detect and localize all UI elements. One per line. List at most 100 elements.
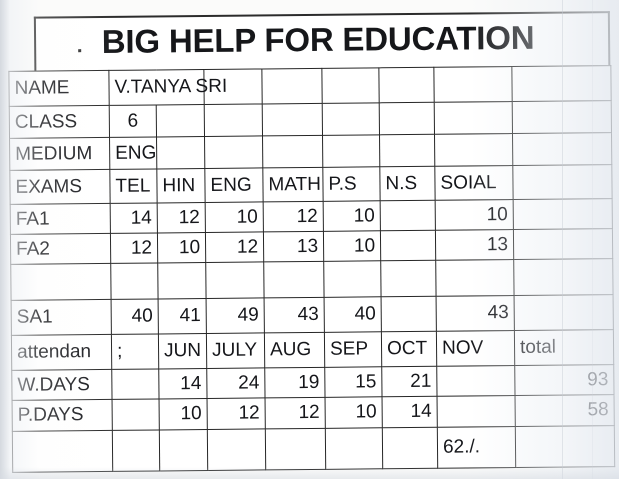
exam-label-fa1: FA1 [10, 203, 111, 235]
cell-empty [207, 428, 266, 471]
name-label: NAME [8, 70, 110, 107]
wdays-july: 24 [206, 367, 266, 399]
cell-empty [433, 66, 513, 103]
mark-fa1-eng: 10 [205, 201, 264, 233]
report-grid: NAME V.TANYA SRI CLASS 6 [8, 65, 616, 473]
mark-fa2-ps: 10 [323, 230, 381, 262]
cell-empty [12, 430, 113, 473]
attendance-percentage: 62./. [437, 426, 516, 469]
cell-empty [159, 429, 208, 471]
mark-sa1-ps: 40 [324, 296, 382, 333]
cell-empty [512, 100, 612, 134]
cell-empty [512, 132, 612, 166]
cell-empty [204, 103, 263, 137]
mark-sa1-math: 43 [264, 297, 325, 333]
mark-fa1-soial: 10 [435, 199, 514, 231]
class-label: CLASS [9, 105, 110, 139]
month-header-jun: JUN [158, 333, 207, 369]
cell-empty [156, 136, 205, 169]
medium-label: MEDIUM [9, 137, 110, 171]
mark-fa1-tel: 14 [110, 202, 158, 234]
pdays-nov [437, 395, 516, 428]
pdays-july: 12 [207, 397, 266, 430]
mark-fa2-hin: 10 [157, 232, 206, 263]
row-percentage: 62./. [12, 425, 615, 473]
cell-empty [513, 228, 613, 260]
cell-empty [263, 261, 325, 298]
cell-empty [322, 134, 380, 168]
report-sheet: BIG HELP FOR EDUCATION NAME V.TANYA [4, 1, 616, 477]
wdays-total: 93 [514, 364, 615, 396]
cell-empty [156, 104, 205, 137]
name-value: V.TANYA SRI [108, 69, 227, 106]
subject-header-math: MATH [262, 167, 324, 202]
wdays-oct: 21 [381, 366, 438, 397]
mark-sa1-eng: 49 [206, 297, 265, 334]
cell-empty [204, 135, 263, 169]
subject-header-eng: ENG [204, 167, 264, 203]
mark-fa1-ns [380, 200, 436, 231]
attendance-label: attendan [11, 334, 112, 371]
cell-empty [321, 67, 380, 104]
wdays-aug: 19 [264, 367, 326, 398]
cell-empty [265, 428, 326, 470]
cell-empty [261, 68, 323, 104]
wdays-nov [436, 365, 516, 397]
mark-fa1-ps: 10 [323, 200, 381, 232]
present-days-label: P.DAYS [12, 399, 113, 432]
mark-sa1-soial: 43 [436, 295, 515, 332]
cell-empty [514, 294, 614, 331]
exam-label-sa1: SA1 [11, 299, 112, 336]
cell-empty [511, 65, 612, 102]
exam-label-blank [10, 263, 112, 301]
cell-empty [110, 262, 159, 300]
exams-label: EXAMS [9, 169, 111, 205]
pdays-aug: 12 [265, 397, 326, 429]
mark-fa2-math: 13 [263, 231, 324, 262]
cell-empty [322, 102, 380, 136]
cell-empty [111, 368, 160, 400]
row-blank-spacer [10, 258, 614, 301]
cell-empty [325, 427, 383, 470]
cell-empty [512, 164, 613, 200]
cell-empty [379, 102, 435, 135]
cell-empty [157, 262, 207, 299]
wdays-jun: 14 [158, 368, 208, 399]
cell-empty [434, 133, 513, 167]
month-header-aug: AUG [264, 332, 325, 368]
stray-ink-mark [78, 49, 82, 53]
cell-empty [435, 259, 515, 297]
pdays-jun: 10 [159, 398, 208, 430]
medium-value: ENG [109, 136, 157, 170]
cell-empty [205, 261, 265, 299]
cell-empty [323, 260, 382, 298]
working-days-label: W.DAYS [11, 369, 113, 401]
title-banner: BIG HELP FOR EDUCATION [33, 11, 611, 72]
mark-fa1-hin: 12 [157, 202, 206, 233]
row-subject-headers: EXAMS TEL HIN ENG MATH P.S N.S SOIAL [9, 164, 613, 205]
cell-empty [378, 67, 435, 103]
subject-header-hin: HIN [156, 168, 206, 203]
cell-empty [513, 258, 614, 296]
total-header: total [514, 329, 614, 366]
mark-fa2-tel: 12 [110, 232, 158, 264]
month-header-oct: OCT [381, 331, 437, 367]
row-name: NAME V.TANYA SRI [8, 65, 612, 107]
mark-sa1-hin: 41 [158, 298, 207, 334]
cell-empty [112, 398, 160, 431]
subject-header-ps: P.S [322, 166, 381, 202]
cell-empty [513, 198, 613, 230]
pdays-sep: 10 [325, 396, 383, 429]
attendance-label-text: attendan [16, 341, 92, 363]
month-header-july: JULY [206, 332, 265, 369]
subject-header-soial: SOIAL [434, 165, 514, 201]
mark-fa1-math: 12 [263, 201, 324, 232]
medium-label-text: MEDIUM [15, 142, 93, 165]
cell-empty [379, 134, 435, 167]
month-header-nov: NOV [436, 330, 515, 367]
cell-empty [382, 427, 438, 469]
subject-header-ns: N.S [379, 166, 436, 201]
cell-empty [515, 425, 615, 468]
pdays-total: 58 [515, 394, 615, 427]
